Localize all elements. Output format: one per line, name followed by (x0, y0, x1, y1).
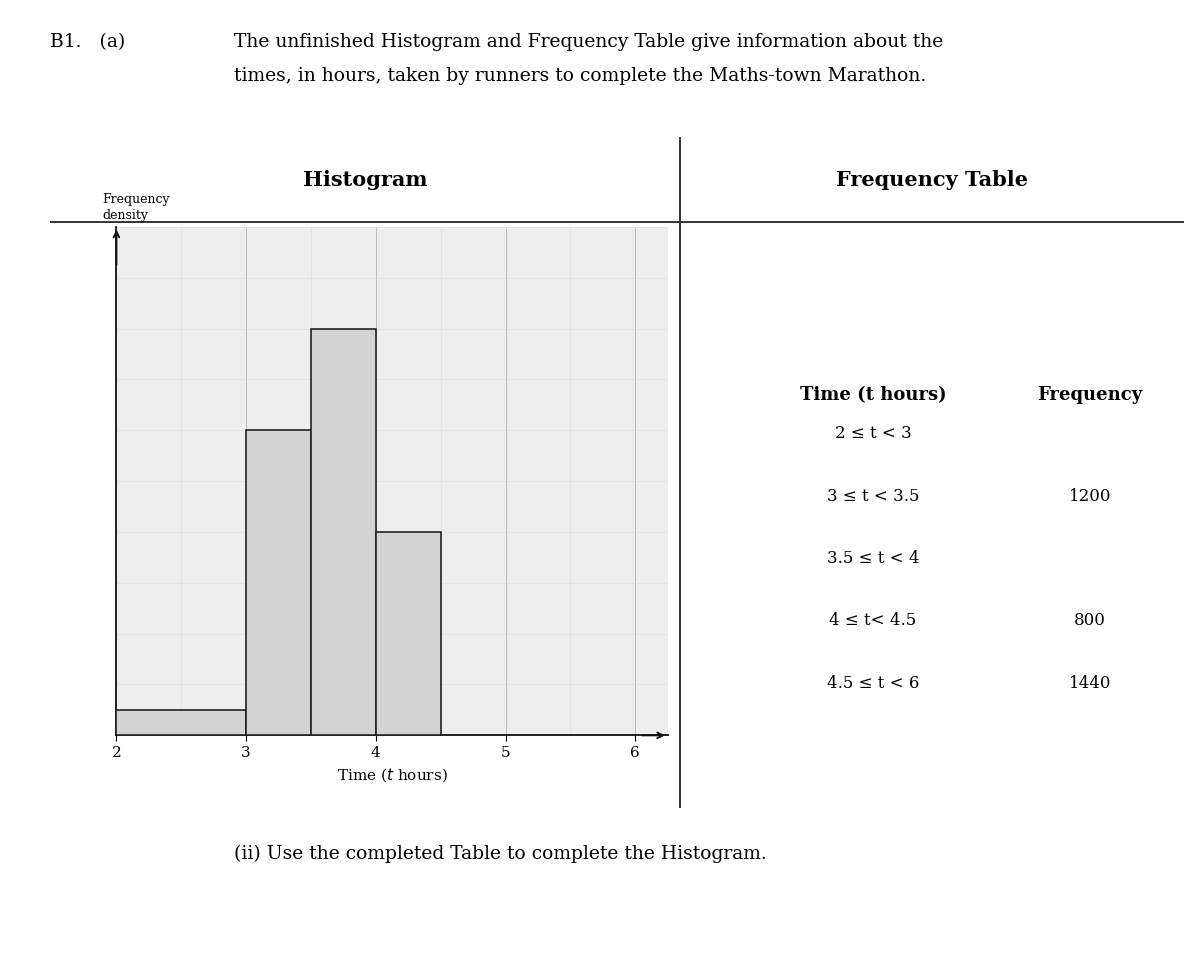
Text: 2 ≤ t < 3: 2 ≤ t < 3 (834, 425, 911, 442)
Text: Frequency Table: Frequency Table (836, 170, 1028, 190)
Text: Frequency
density: Frequency density (102, 193, 169, 223)
Text: 4.5 ≤ t < 6: 4.5 ≤ t < 6 (827, 674, 919, 691)
Text: 1200: 1200 (1068, 488, 1111, 504)
Text: 800: 800 (1074, 612, 1105, 629)
Text: Histogram: Histogram (302, 170, 427, 190)
Bar (246, 430, 311, 735)
Text: 1440: 1440 (1068, 674, 1111, 691)
Bar (311, 329, 376, 735)
Bar (376, 532, 440, 735)
Text: B1.   (a): B1. (a) (50, 33, 126, 52)
Text: 3.5 ≤ t < 4: 3.5 ≤ t < 4 (827, 550, 919, 567)
Text: times, in hours, taken by runners to complete the Maths-town Marathon.: times, in hours, taken by runners to com… (234, 67, 926, 85)
Text: 3 ≤ t < 3.5: 3 ≤ t < 3.5 (827, 488, 919, 504)
Text: (ii) Use the completed Table to complete the Histogram.: (ii) Use the completed Table to complete… (234, 845, 767, 863)
Text: 4 ≤ t< 4.5: 4 ≤ t< 4.5 (829, 612, 917, 629)
X-axis label: Time ($t$ hours): Time ($t$ hours) (337, 767, 448, 784)
Text: Time (t hours): Time (t hours) (799, 386, 947, 404)
Bar (116, 710, 246, 735)
Text: The unfinished Histogram and Frequency Table give information about the: The unfinished Histogram and Frequency T… (234, 33, 943, 52)
Text: Frequency: Frequency (1037, 386, 1142, 404)
